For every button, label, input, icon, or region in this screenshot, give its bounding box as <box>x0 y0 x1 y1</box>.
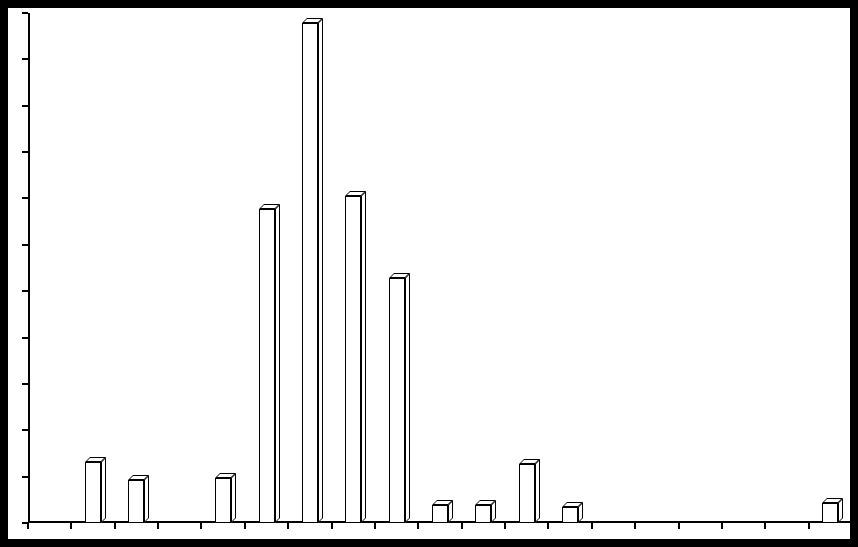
x-tick <box>504 523 506 529</box>
bar <box>475 505 491 523</box>
x-tick <box>417 523 419 529</box>
y-tick <box>22 151 28 153</box>
x-tick <box>764 523 766 529</box>
x-tick <box>244 523 246 529</box>
x-tick <box>70 523 72 529</box>
bar <box>302 23 318 523</box>
y-tick <box>22 197 28 199</box>
y-tick <box>22 337 28 339</box>
x-tick <box>678 523 680 529</box>
x-tick <box>157 523 159 529</box>
bar <box>432 505 448 523</box>
x-tick <box>331 523 333 529</box>
bar <box>519 464 535 523</box>
x-tick <box>200 523 202 529</box>
bar-side <box>405 273 410 523</box>
bar <box>215 478 231 523</box>
bar-side <box>231 473 236 523</box>
bar-side <box>101 457 106 523</box>
x-tick <box>461 523 463 529</box>
bar-side <box>535 459 540 523</box>
bar <box>85 462 101 523</box>
bar-side <box>838 498 843 523</box>
bar-side <box>144 475 149 523</box>
bar-side <box>318 18 323 523</box>
x-tick <box>808 523 810 529</box>
bar <box>345 196 361 523</box>
y-tick <box>22 476 28 478</box>
y-tick <box>22 12 28 14</box>
y-tick <box>22 244 28 246</box>
x-tick <box>721 523 723 529</box>
y-tick <box>22 383 28 385</box>
x-tick <box>547 523 549 529</box>
x-tick <box>591 523 593 529</box>
y-tick <box>22 290 28 292</box>
x-tick <box>287 523 289 529</box>
bar <box>259 209 275 523</box>
y-tick <box>22 429 28 431</box>
plot-area <box>28 13 852 523</box>
bar <box>562 507 578 523</box>
bar <box>822 503 838 523</box>
x-tick <box>374 523 376 529</box>
x-tick <box>851 523 853 529</box>
bar-chart <box>6 6 852 541</box>
bar-side <box>491 500 496 523</box>
y-axis <box>28 13 30 523</box>
bar <box>389 278 405 523</box>
x-tick <box>27 523 29 529</box>
y-tick <box>22 105 28 107</box>
x-tick <box>114 523 116 529</box>
bar-side <box>275 204 280 523</box>
bar-side <box>448 500 453 523</box>
y-tick <box>22 58 28 60</box>
bar-side <box>578 502 583 523</box>
x-tick <box>634 523 636 529</box>
bar-side <box>361 191 366 523</box>
bar <box>128 480 144 523</box>
